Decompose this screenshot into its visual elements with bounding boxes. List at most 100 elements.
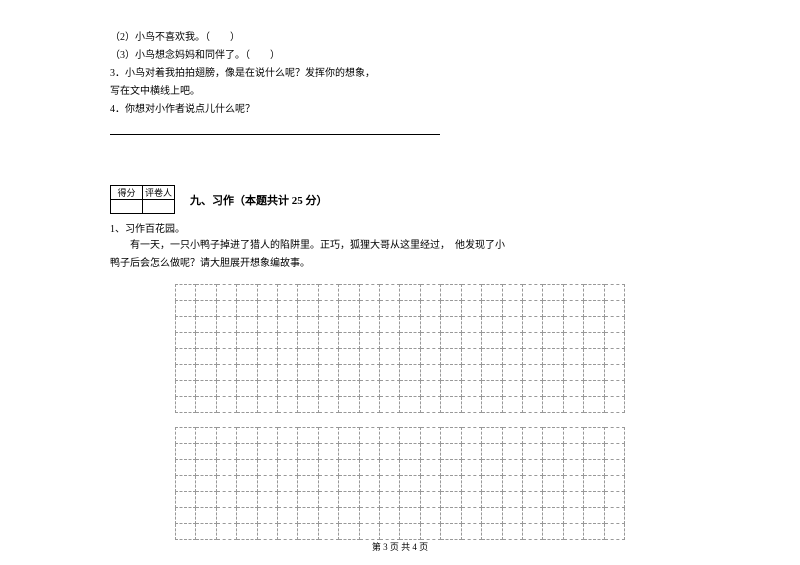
grid-cell [584,524,604,540]
grid-cell [563,349,583,365]
grid-cell [339,428,359,444]
grid-cell [216,333,236,349]
grid-cell [237,444,257,460]
grid-cell [257,381,277,397]
score-table: 得分 评卷人 [110,185,175,214]
grid-cell [441,397,461,413]
grid-cell [400,428,420,444]
grid-cell [420,349,440,365]
grid-cell [380,397,400,413]
grid-cell [176,397,196,413]
grid-cell [176,317,196,333]
grid-cell [604,285,624,301]
grid-cell [400,317,420,333]
grid-cell [502,333,522,349]
grid-cell [237,349,257,365]
grid-cell [278,476,298,492]
grid-cell [380,444,400,460]
grid-cell [318,381,338,397]
grid-cell [216,365,236,381]
grid-cell [543,397,563,413]
grid-cell [563,508,583,524]
grid-cell [502,365,522,381]
grid-cell [502,285,522,301]
grid-cell [482,317,502,333]
grid-cell [420,524,440,540]
grid-cell [318,492,338,508]
grid-cell [461,349,481,365]
grid-cell [298,428,318,444]
grid-cell [604,381,624,397]
grid-cell [196,317,216,333]
grid-cell [584,333,604,349]
grid-cell [257,476,277,492]
grid-cell [380,492,400,508]
grid-cell [420,508,440,524]
grid-cell [359,476,379,492]
grid-cell [196,508,216,524]
grid-cell [604,349,624,365]
grid-cell [522,444,542,460]
grid-cell [604,460,624,476]
grid-cell [400,476,420,492]
grid-cell [380,381,400,397]
grid-cell [420,333,440,349]
grid-cell [216,349,236,365]
grid-cell [196,285,216,301]
grid-cell [359,492,379,508]
grid-cell [196,349,216,365]
grid-cell [543,365,563,381]
grid-cell [176,492,196,508]
grid-cell [359,444,379,460]
grid-cell [400,492,420,508]
grid-cell [380,317,400,333]
grid-cell [441,476,461,492]
grader-cell [143,200,175,214]
grid-cell [216,285,236,301]
answer-line [110,123,440,135]
grid-cell [278,365,298,381]
section-header: 得分 评卷人 九、习作（本题共计 25 分） [110,185,690,214]
grid-cell [216,301,236,317]
grid-cell [339,508,359,524]
grid-cell [380,428,400,444]
grid-cell [339,285,359,301]
grid-cell [543,301,563,317]
score-label: 得分 [111,186,143,200]
grid-cell [563,428,583,444]
grid-cell [584,508,604,524]
grid-cell [339,301,359,317]
grid-cell [543,285,563,301]
grid-cell [461,508,481,524]
question-item: （2）小鸟不喜欢我。（ ） [110,30,690,46]
grid-cell [359,460,379,476]
grid-cell [298,524,318,540]
grid-cell [339,333,359,349]
grid-cell [604,397,624,413]
writing-grid [175,427,625,540]
grid-cell [339,444,359,460]
grid-cell [461,365,481,381]
grid-cell [318,476,338,492]
grid-cell [278,492,298,508]
grid-cell [278,333,298,349]
grid-cell [380,460,400,476]
grid-cell [298,444,318,460]
grid-cell [237,365,257,381]
grid-cell [482,492,502,508]
grid-cell [461,476,481,492]
grid-cell [482,333,502,349]
grid-cell [461,524,481,540]
grid-cell [543,476,563,492]
grid-cell [237,476,257,492]
grid-cell [420,460,440,476]
grid-cell [584,365,604,381]
grid-cell [298,365,318,381]
grid-cell [563,381,583,397]
grid-cell [298,349,318,365]
grid-cell [482,365,502,381]
grid-cell [318,349,338,365]
grid-cell [522,508,542,524]
grid-cell [420,492,440,508]
grid-cell [176,333,196,349]
